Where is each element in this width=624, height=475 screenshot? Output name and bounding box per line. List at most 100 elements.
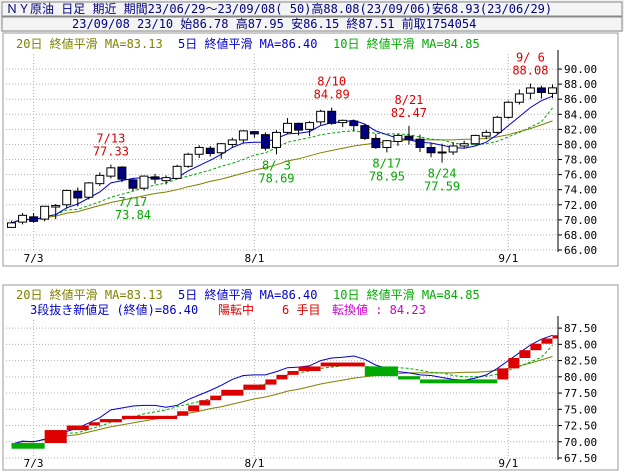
candle-body [183,153,193,167]
renko-brick-up [519,350,531,358]
candle-body [459,143,469,147]
top-y-tick-label: 88.00 [564,78,597,91]
top-y-tick-label: 76.00 [564,169,597,182]
renko-brick-up [265,379,277,385]
renko-brick-up [541,338,553,344]
renko-brick-up [530,343,542,351]
candle-body [349,120,359,127]
candle-body [238,130,248,141]
candle-body [95,174,105,185]
candle-body [426,146,436,154]
candle-body [7,222,16,228]
bottom-y-axis: 67.50 70.00 72.50 75.00 77.50 80.00 82.50 85.00… [557,316,597,465]
bottom-y-tick-label: 82.50 [564,355,597,368]
top-y-tick-label: 66.00 [564,244,597,257]
candle-body [139,175,149,189]
high-annotation-value: 84.89 [314,88,350,102]
renko-brick-up [121,415,178,420]
top-grid [6,54,558,251]
header-line2-box [1,16,623,32]
renko-brick-up [188,405,200,412]
low-annotation-value: 78.69 [258,171,294,185]
low-annotation-date: 8/ 3 [262,158,291,172]
candle-body [371,137,381,148]
bottom-y-tick-label: 67.50 [564,452,597,465]
candle-body [18,214,28,223]
top-panel-frame [2,32,619,267]
renko-brick-down [420,379,498,384]
candle-body [62,189,72,206]
candle-body [327,110,337,124]
high-annotation-value: 82.47 [391,106,427,120]
bottom-panel-frame [2,284,619,471]
bottom-legend-ma10: 10日 終値平滑 MA=84.85 [333,287,480,302]
bottom-y-tick-label: 85.00 [564,338,597,351]
bottom-x-tick-label: 9/1 [498,457,518,470]
candle-body [404,135,414,140]
candle-body [216,143,226,154]
top-x-axis: 7/3 8/1 9/1 [24,252,519,265]
header-line2: 23/09/08 23/10 始86.78 高87.95 安86.15 終87.… [72,16,476,31]
low-annotation-value: 73.84 [115,208,151,222]
high-annotation-date: 7/13 [96,132,125,146]
renko-brick-down [11,443,45,449]
candle-body [272,131,281,148]
top-x-tick-label: 9/1 [498,252,518,265]
high-annotation-value: 77.33 [93,145,129,159]
top-x-tick-label: 7/3 [24,252,44,265]
top-y-tick-label: 72.00 [564,199,597,212]
candle-body [316,110,326,123]
top-legend-ma20: 20日 終値平滑 MA=83.13 [16,36,163,51]
candle-body [382,140,392,148]
renko-status-label: 3段抜き新値足 (終値)=86.40 [30,302,198,317]
renko-brick-up [66,425,89,431]
candle-body [338,119,348,124]
top-legend-ma10: 10日 終値平滑 MA=84.85 [333,36,480,51]
bottom-y-tick-label: 80.00 [564,371,597,384]
low-annotation-date: 7/17 [119,195,148,209]
bottom-legend-ma20: 20日 終値平滑 MA=83.13 [16,287,163,302]
bottom-y-tick-label: 72.50 [564,420,597,433]
bottom-y-tick-label: 70.00 [564,436,597,449]
top-y-axis: 66.00 68.00 70.00 72.00 74.00 76.00 78.00 80.00… [557,50,597,257]
high-annotation-date: 8/10 [317,75,346,89]
candle-body [514,93,524,103]
candle-body [503,101,513,118]
renko-step-count: 6 手目 [282,303,320,317]
top-y-tick-label: 78.00 [564,154,597,167]
bottom-y-tick-label: 75.00 [564,403,597,416]
ma5-line [11,95,553,224]
bottom-x-tick-label: 7/3 [24,457,44,470]
renko-brick-down [364,366,398,377]
renko-reversal-value: 転換値 : 84.23 [332,302,426,317]
candle-body [283,122,292,133]
candle-body [294,122,304,131]
candle-body [525,87,535,94]
top-legend-ma5: 5日 終値平滑 MA=86.40 [178,36,317,51]
candle-body [360,125,370,139]
low-annotation-value: 77.59 [424,180,460,194]
top-y-tick-label: 86.00 [564,93,597,106]
candle-body [227,139,237,145]
low-annotation-value: 78.95 [369,169,405,183]
top-y-tick-label: 90.00 [564,63,597,76]
candle-body [29,216,39,222]
renko-brick-up [177,411,189,416]
candle-body [205,147,215,155]
renko-ma20-line [11,356,553,445]
renko-brick-up [44,430,67,444]
ma20-line [11,120,553,224]
renko-brick-up [287,370,299,375]
renko-brick-up [221,389,244,396]
renko-brick-up [320,362,365,367]
renko-brick-up [276,374,288,380]
renko-ma10-line [11,344,553,445]
candle-body [150,176,160,180]
top-y-tick-label: 82.00 [564,123,597,136]
renko-brick-up [99,419,122,423]
renko-trend-status: 陽転中 [218,302,254,317]
renko-brick-up [298,366,321,371]
candle-body [536,87,546,93]
candle-body [260,134,270,149]
high-annotation-value: 88.08 [512,64,548,78]
